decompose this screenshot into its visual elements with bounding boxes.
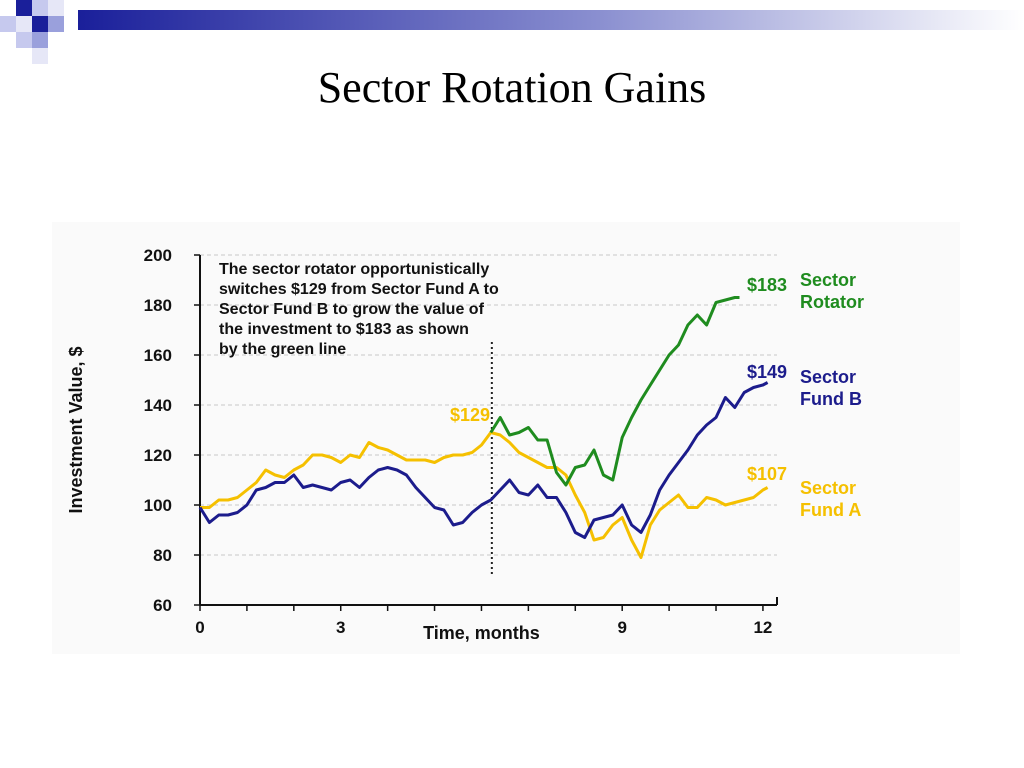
series-lines [198, 296, 769, 559]
grid-lines [200, 254, 777, 556]
y-tick-label: 80 [153, 546, 172, 565]
annotation-line: by the green line [219, 341, 346, 358]
y-tick-label: 140 [144, 396, 172, 415]
axes [194, 254, 778, 611]
end-value-label: $107 [747, 464, 787, 484]
y-axis-label: Investment Value, $ [66, 346, 86, 513]
legend-label: Fund B [800, 389, 862, 409]
annotation-line: Sector Fund B to grow the value of [219, 301, 485, 318]
y-tick-label: 120 [144, 446, 172, 465]
annotation-line: switches $129 from Sector Fund A to [219, 281, 499, 298]
end-value-label: $149 [747, 362, 787, 382]
legend-label: Fund A [800, 500, 861, 520]
y-tick-label: 200 [144, 246, 172, 265]
y-tick-label: 160 [144, 346, 172, 365]
x-tick-label: 3 [336, 618, 345, 637]
x-tick-label: 9 [617, 618, 626, 637]
series-line-sector-fund-a [200, 431, 769, 559]
legend-label: Sector [800, 367, 856, 387]
line-chart: 60 80 100 120 140 160 180 200 0 3 9 12 Time, month… [52, 222, 960, 654]
annotation-line: The sector rotator opportunistically [219, 261, 489, 278]
y-tick-labels: 60 80 100 120 140 160 180 200 [144, 246, 172, 615]
x-tick-label: 0 [195, 618, 204, 637]
legend-label: Sector [800, 270, 856, 290]
x-tick-label: 12 [753, 618, 772, 637]
chart-image: 60 80 100 120 140 160 180 200 0 3 9 12 Time, month… [52, 222, 960, 654]
slide-title: Sector Rotation Gains [317, 63, 707, 112]
y-tick-label: 60 [153, 596, 172, 615]
annotation-text: The sector rotator opportunistically swit… [219, 261, 499, 358]
legend-label: Sector [800, 478, 856, 498]
slide-header-decoration [0, 0, 1024, 64]
x-tick-labels: 0 3 9 12 [195, 618, 772, 637]
end-value-label: $183 [747, 275, 787, 295]
annotation-line: the investment to $183 as shown [219, 321, 469, 338]
series-line-sector-rotator [489, 296, 740, 487]
y-tick-label: 180 [144, 296, 172, 315]
switch-value-label: $129 [450, 405, 490, 425]
series-line-sector-fund-b [198, 381, 769, 539]
y-tick-label: 100 [144, 496, 172, 515]
legend-label: Rotator [800, 292, 864, 312]
x-axis-label: Time, months [423, 623, 540, 643]
